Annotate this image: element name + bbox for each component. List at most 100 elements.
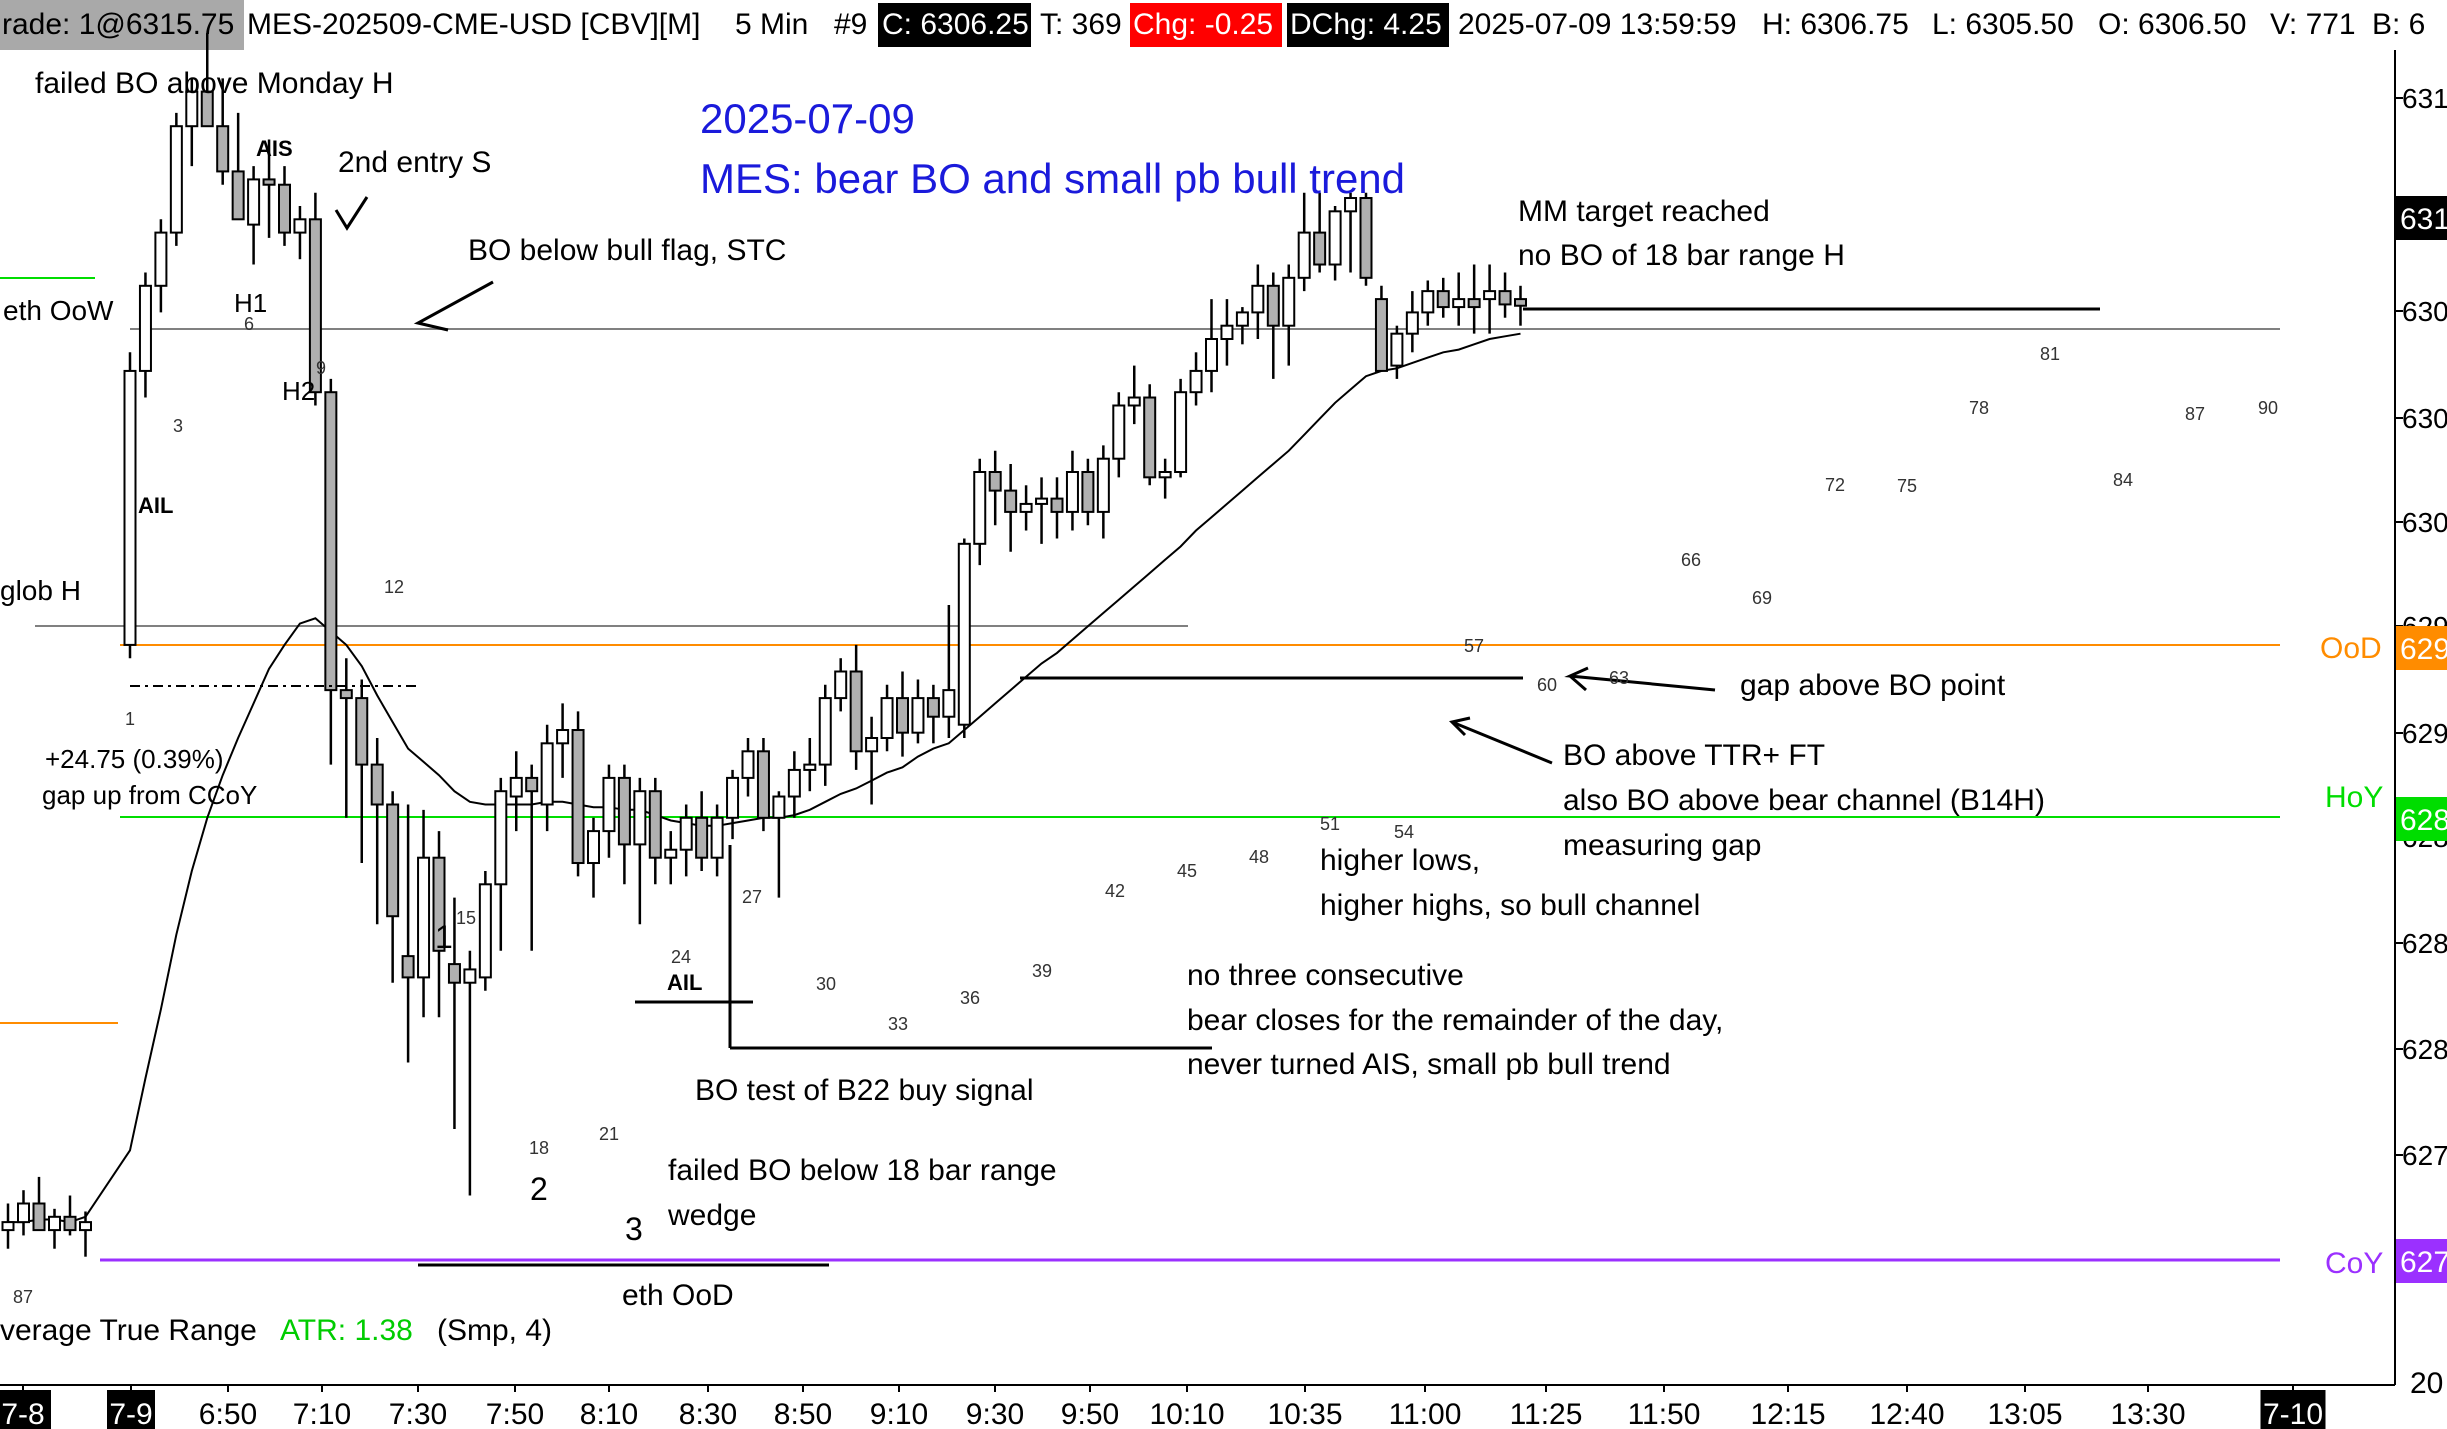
high-label: H: 6306.75 bbox=[1762, 8, 1909, 41]
annotation-bear-channel: also BO above bear channel (B14H) bbox=[1563, 784, 2045, 817]
time-tick-label: 7-10 bbox=[2263, 1398, 2323, 1429]
candle bbox=[1158, 458, 1172, 499]
candle-body bbox=[216, 125, 230, 173]
candle-body bbox=[957, 542, 971, 726]
bar-number: 87 bbox=[13, 1287, 33, 1307]
candle bbox=[48, 1208, 61, 1249]
drawn-lines bbox=[130, 196, 2100, 1267]
candle bbox=[401, 804, 415, 1063]
candle bbox=[818, 684, 832, 786]
candle-body bbox=[988, 471, 1002, 492]
time-tick-label: 9:50 bbox=[1061, 1398, 1119, 1429]
candle bbox=[1065, 450, 1079, 531]
time-axis: 7-8 7-9 6:50 7:10 7:30 7:50 8:10 8:30 8:50 9:10 9:… bbox=[0, 1384, 2395, 1429]
candle bbox=[633, 777, 647, 925]
time-tick-label: 11:00 bbox=[1389, 1398, 1462, 1429]
level-label-hoy: HoY bbox=[2325, 781, 2383, 814]
candle-body bbox=[447, 963, 461, 984]
candle-body bbox=[1, 1221, 15, 1232]
time-tick-label: 13:05 bbox=[1987, 1398, 2062, 1429]
candle bbox=[1344, 192, 1358, 273]
candle-body bbox=[478, 883, 492, 979]
candle-body bbox=[1065, 471, 1079, 513]
candle bbox=[1004, 464, 1018, 552]
time-tick-label: 7:50 bbox=[486, 1398, 544, 1429]
candle bbox=[834, 658, 848, 712]
candle-body bbox=[664, 848, 678, 859]
candle bbox=[942, 605, 956, 738]
candle bbox=[509, 751, 523, 832]
ood-tag-text: 629 bbox=[2400, 633, 2447, 666]
candle bbox=[1127, 365, 1141, 425]
candle bbox=[865, 716, 879, 805]
candle bbox=[1266, 272, 1280, 379]
candle-body bbox=[401, 955, 415, 979]
candle-body bbox=[1297, 231, 1311, 279]
candle-body bbox=[293, 218, 307, 234]
time-tick-label: 7-9 bbox=[109, 1398, 152, 1429]
candle bbox=[911, 679, 925, 744]
candle bbox=[926, 684, 940, 744]
candle-body bbox=[1452, 298, 1466, 309]
candle-body bbox=[1390, 332, 1404, 367]
candle-body bbox=[540, 742, 554, 806]
price-tick-label: 630 bbox=[2402, 296, 2447, 327]
chart-subtitle: MES: bear BO and small pb bull trend bbox=[700, 155, 1405, 202]
candle-body bbox=[1359, 197, 1373, 279]
candle bbox=[988, 450, 1002, 526]
bar-number: 42 bbox=[1105, 881, 1125, 901]
bar-number: 78 bbox=[1969, 398, 1989, 418]
candle bbox=[695, 791, 709, 871]
candle-body bbox=[695, 816, 709, 859]
bar-number: 87 bbox=[2185, 404, 2205, 424]
candle bbox=[710, 804, 724, 877]
swing-counts: 1 2 3 bbox=[435, 919, 643, 1247]
candle-body bbox=[556, 729, 570, 745]
price-tick-label: 631 bbox=[2402, 83, 2447, 114]
candle bbox=[370, 738, 384, 925]
candle bbox=[602, 764, 616, 858]
swing-count-3: 3 bbox=[625, 1211, 643, 1247]
candle-body bbox=[308, 218, 322, 394]
swing-count-1: 1 bbox=[435, 919, 453, 955]
candle-body bbox=[48, 1215, 61, 1232]
candle-body bbox=[602, 776, 616, 833]
bar-number: 9 bbox=[316, 358, 326, 378]
annotation-2nd-entry: 2nd entry S bbox=[338, 146, 491, 179]
candle-body bbox=[79, 1221, 92, 1232]
bar-number: 36 bbox=[960, 988, 980, 1008]
annotation-gap-above-bo: gap above BO point bbox=[1740, 669, 2006, 702]
candle bbox=[849, 644, 863, 770]
annotation-bear-closes: bear closes for the remainder of the day… bbox=[1187, 1004, 1723, 1037]
open-label: O: 6306.50 bbox=[2098, 8, 2246, 41]
time-tick-label: 11:50 bbox=[1628, 1398, 1701, 1429]
candle bbox=[973, 458, 987, 566]
candle-body bbox=[1081, 471, 1095, 513]
candle-body bbox=[1050, 497, 1064, 513]
hoy-tag bbox=[2396, 797, 2447, 841]
annotation-no-bo-18-bar: no BO of 18 bar range H bbox=[1518, 239, 1845, 272]
annotation-failed-bo-monday: failed BO above Monday H bbox=[35, 67, 394, 100]
candle bbox=[571, 711, 585, 877]
annotation-wedge: wedge bbox=[667, 1199, 756, 1232]
candle-body bbox=[1328, 210, 1342, 266]
b-label: B: 6 bbox=[2372, 8, 2425, 41]
candle bbox=[1452, 272, 1466, 326]
time-tick-label: 6:50 bbox=[199, 1398, 257, 1429]
candle bbox=[247, 166, 261, 265]
candle bbox=[1050, 477, 1064, 539]
bar-number: 75 bbox=[1897, 476, 1917, 496]
bar-number: 27 bbox=[742, 887, 762, 907]
annotation-gap-up: gap up from CCoY bbox=[42, 780, 257, 810]
candle-body bbox=[1096, 457, 1110, 513]
axis-bottom-tag: 20 bbox=[2410, 1367, 2443, 1400]
annotation-mm-target: MM target reached bbox=[1518, 195, 1770, 228]
candle-body bbox=[1344, 197, 1358, 213]
candle-body bbox=[617, 776, 631, 846]
candle-body bbox=[339, 689, 353, 700]
candle bbox=[123, 352, 137, 659]
signal-ais: AIS bbox=[256, 136, 293, 161]
candle-body bbox=[648, 790, 662, 859]
